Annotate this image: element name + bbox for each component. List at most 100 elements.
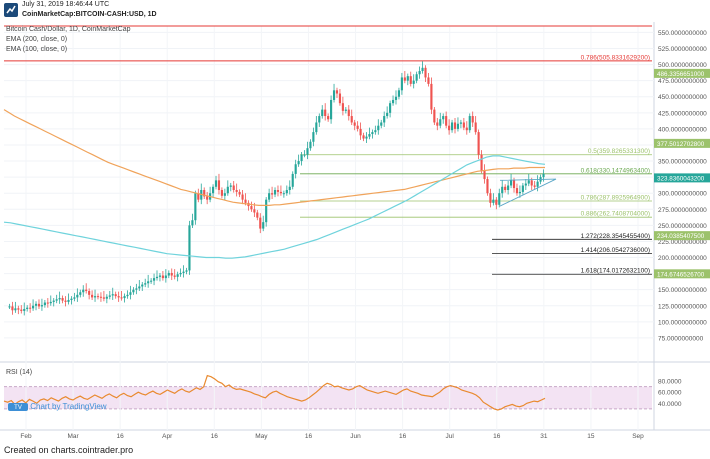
candle-body xyxy=(312,132,315,142)
candle-body xyxy=(214,180,218,187)
time-tick-label: 16 xyxy=(305,433,313,440)
candle-body xyxy=(504,186,507,190)
candle-body xyxy=(265,199,268,223)
candle-body xyxy=(11,306,14,311)
candle-body xyxy=(394,96,398,100)
candle-body xyxy=(64,300,67,302)
candle-body xyxy=(61,298,64,301)
candle-body xyxy=(191,220,194,226)
candle-body xyxy=(433,109,436,123)
candle-body xyxy=(324,109,327,117)
candle-body xyxy=(88,290,91,295)
candle-body xyxy=(206,196,209,200)
tradingview-watermark[interactable]: TV Chart by TradingView xyxy=(8,402,107,411)
tradingview-logo-icon: TV xyxy=(8,402,28,411)
candle-body xyxy=(468,116,471,131)
candle-body xyxy=(32,305,35,309)
candle-body xyxy=(37,303,41,307)
candle-body xyxy=(105,296,108,299)
candle-body xyxy=(489,193,492,203)
candle-body xyxy=(279,191,283,194)
price-tag-label: 486.3356651000 xyxy=(657,71,705,78)
fib-level-label: 1.618(174.0172632100) xyxy=(581,268,650,275)
price-tag xyxy=(654,68,710,78)
candle-body xyxy=(415,74,418,81)
candle-body xyxy=(161,275,164,279)
candle-body xyxy=(285,190,288,194)
candle-body xyxy=(294,164,297,174)
candle-body xyxy=(55,299,58,301)
price-chart[interactable]: 550.0000000000 525.0000000000 500.00000000… xyxy=(0,22,710,442)
candle-body xyxy=(332,90,336,100)
candle-body xyxy=(241,194,244,200)
candle-body xyxy=(439,119,442,126)
candle-body xyxy=(536,181,539,187)
price-tick-label: 425.0000000000 xyxy=(658,110,707,117)
candle-body xyxy=(427,77,430,84)
price-tag xyxy=(654,231,710,241)
candle-body xyxy=(197,193,200,200)
candle-body xyxy=(350,116,353,123)
candle-body xyxy=(270,193,274,195)
candle-body xyxy=(542,173,545,178)
candle-body xyxy=(20,309,23,311)
fib-level-label: 0.786(505.8331629200) xyxy=(581,54,650,61)
candle-body xyxy=(276,190,280,192)
candle-body xyxy=(501,186,504,194)
candle-body xyxy=(430,83,433,110)
candle-body xyxy=(111,294,114,296)
candle-body xyxy=(507,185,510,190)
snapshot-datetime: July 31, 2019 18:46:44 UTC xyxy=(22,1,110,8)
candle-body xyxy=(327,116,330,120)
time-tick-label: Sep xyxy=(632,433,644,440)
rsi-tick-label: 80.0000 xyxy=(658,379,682,386)
candle-body xyxy=(512,180,516,189)
candle-body xyxy=(418,71,421,75)
candle-body xyxy=(273,190,277,195)
candle-body xyxy=(46,302,49,304)
header-bar: July 31, 2019 18:46:44 UTC CoinMarketCap… xyxy=(0,0,710,22)
candle-body xyxy=(527,180,530,184)
candle-body xyxy=(391,99,395,104)
candle-body xyxy=(371,132,374,135)
chart-area[interactable]: 550.0000000000 525.0000000000 500.00000000… xyxy=(0,22,710,442)
time-tick-label: Apr xyxy=(162,433,173,440)
price-tag xyxy=(654,269,710,279)
candle-body xyxy=(182,271,185,273)
candle-body xyxy=(518,191,521,194)
candle-body xyxy=(217,180,221,190)
fib-level-label: 0.618(330.1474963400) xyxy=(581,167,650,174)
price-tick-label: 525.0000000000 xyxy=(658,46,707,53)
price-tick-label: 150.0000000000 xyxy=(658,287,707,294)
candle-body xyxy=(368,134,371,137)
candle-body xyxy=(259,217,262,229)
candle-body xyxy=(406,76,409,81)
time-tick-label: 16 xyxy=(211,433,219,440)
candle-body xyxy=(211,186,215,194)
candle-body xyxy=(29,307,32,309)
candle-body xyxy=(114,294,117,297)
candle-body xyxy=(262,222,265,229)
rsi-band xyxy=(4,386,652,409)
candle-body xyxy=(530,180,533,186)
candle-body xyxy=(335,90,339,94)
symbol-label: CoinMarketCap:BITCOIN-CASH:USD, 1D xyxy=(22,11,157,18)
candle-body xyxy=(412,80,415,84)
candle-body xyxy=(238,191,241,195)
candle-body xyxy=(374,130,377,133)
candle-body xyxy=(509,180,513,186)
candle-body xyxy=(244,199,247,203)
price-tick-label: 225.0000000000 xyxy=(658,239,707,246)
candle-body xyxy=(341,103,344,111)
price-tick-label: 300.0000000000 xyxy=(658,191,707,198)
price-tick-label: 75.0000000000 xyxy=(658,335,704,342)
candle-body xyxy=(365,136,368,139)
candle-body xyxy=(465,127,468,131)
candle-body xyxy=(170,272,173,276)
candle-body xyxy=(256,212,259,218)
candle-body xyxy=(229,185,232,187)
svg-text:TV: TV xyxy=(14,405,22,411)
price-tag-label: 234.0385407500 xyxy=(657,233,705,240)
candle-body xyxy=(144,283,147,285)
time-tick-label: Feb xyxy=(20,433,32,440)
